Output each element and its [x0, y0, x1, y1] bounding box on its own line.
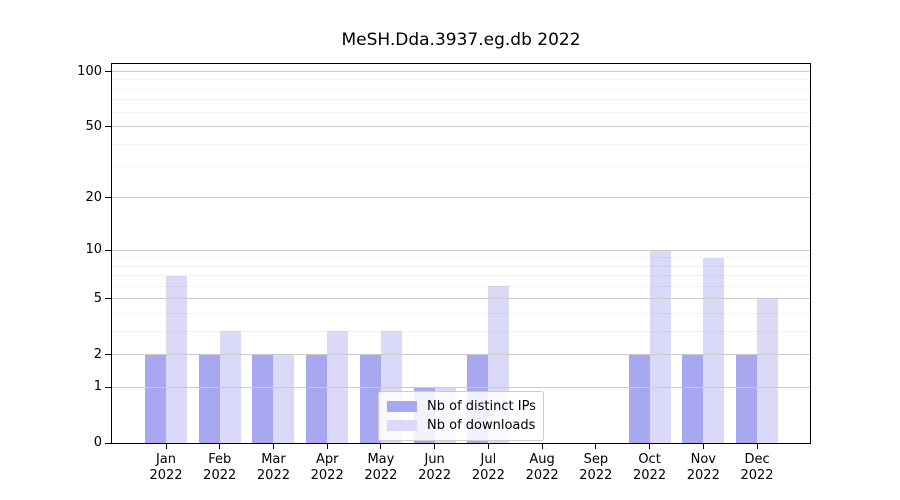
y-gridline-minor [112, 285, 810, 287]
y-gridline-minor [112, 166, 810, 168]
y-gridline-major [112, 197, 810, 199]
plot-area [111, 63, 811, 444]
x-tick-label: Feb 2022 [203, 452, 237, 483]
legend-swatch-downloads [387, 420, 417, 431]
bar-downloads-jan [166, 275, 187, 443]
legend-label-distinct-ips: Nb of distinct IPs [427, 399, 536, 414]
y-tick-mark [105, 249, 111, 251]
y-tick-label: 50 [85, 118, 102, 134]
x-tick-mark [702, 444, 704, 449]
bar-downloads-nov [703, 257, 725, 443]
y-gridline-minor [112, 88, 810, 90]
bar-distinct-ips-dec [736, 354, 758, 443]
y-tick-label: 1 [93, 379, 102, 395]
y-tick-label: 2 [93, 346, 102, 362]
y-tick-mark [105, 386, 111, 388]
x-tick-label: Nov 2022 [686, 452, 720, 483]
y-gridline-minor [112, 257, 810, 259]
y-tick-label: 5 [93, 290, 102, 306]
legend-item-distinct-ips: Nb of distinct IPs [387, 399, 536, 414]
chart-title: MeSH.Dda.3937.eg.db 2022 [341, 30, 581, 50]
y-tick-label: 20 [85, 189, 102, 205]
bar-distinct-ips-may [359, 354, 381, 443]
legend-label-downloads: Nb of downloads [427, 418, 536, 433]
y-tick-label: 0 [93, 435, 102, 450]
x-tick-label: Mar 2022 [256, 452, 290, 483]
x-tick-label: Aug 2022 [525, 452, 559, 483]
x-tick-mark [165, 444, 167, 449]
x-tick-label: Sep 2022 [579, 452, 613, 483]
y-gridline-minor [112, 111, 810, 113]
y-tick-mark [105, 126, 111, 128]
y-gridline-major [112, 126, 810, 128]
y-gridline-major [112, 249, 810, 251]
bar-distinct-ips-jan [145, 354, 166, 443]
x-tick-mark [487, 444, 489, 449]
y-tick-label: 100 [77, 63, 102, 79]
x-tick-label: Oct 2022 [633, 452, 667, 483]
x-tick-label: Apr 2022 [310, 452, 344, 483]
x-tick-mark [434, 444, 436, 449]
y-gridline-minor [112, 79, 810, 81]
y-gridline-minor [112, 265, 810, 267]
x-tick-label: Jan 2022 [149, 452, 183, 483]
y-gridline-minor [112, 275, 810, 277]
legend: Nb of distinct IPs Nb of downloads [378, 391, 544, 441]
bar-downloads-oct [649, 250, 671, 443]
y-gridline-minor [112, 99, 810, 101]
bar-distinct-ips-apr [306, 354, 328, 443]
legend-item-downloads: Nb of downloads [387, 418, 535, 433]
bar-downloads-mar [273, 354, 295, 443]
y-tick-mark [105, 354, 111, 356]
y-gridline-major [112, 71, 810, 73]
x-tick-mark [272, 444, 274, 449]
y-gridline-major [112, 298, 810, 300]
bar-distinct-ips-mar [252, 354, 274, 443]
y-tick-mark [105, 71, 111, 73]
bar-distinct-ips-nov [682, 354, 704, 443]
x-tick-label: May 2022 [364, 452, 398, 483]
y-gridline-major [112, 354, 810, 356]
x-tick-label: Jul 2022 [471, 452, 505, 483]
y-tick-mark [105, 197, 111, 199]
x-tick-label: Jun 2022 [418, 452, 452, 483]
x-tick-mark [541, 444, 543, 449]
y-gridline-minor [112, 143, 810, 145]
y-tick-mark [105, 298, 111, 300]
x-tick-mark [756, 444, 758, 449]
bar-distinct-ips-oct [628, 354, 650, 443]
y-tick-mark [105, 442, 111, 444]
y-gridline-minor [112, 312, 810, 314]
y-gridline-major [112, 386, 810, 388]
x-tick-mark [219, 444, 221, 449]
y-gridline-minor [112, 330, 810, 332]
x-tick-mark [595, 444, 597, 449]
y-tick-label: 10 [85, 242, 102, 258]
x-tick-mark [649, 444, 651, 449]
legend-swatch-distinct-ips [387, 401, 417, 412]
x-tick-mark [326, 444, 328, 449]
bar-downloads-dec [757, 298, 779, 443]
x-tick-mark [380, 444, 382, 449]
x-tick-label: Dec 2022 [740, 452, 774, 483]
bar-distinct-ips-feb [198, 354, 220, 443]
